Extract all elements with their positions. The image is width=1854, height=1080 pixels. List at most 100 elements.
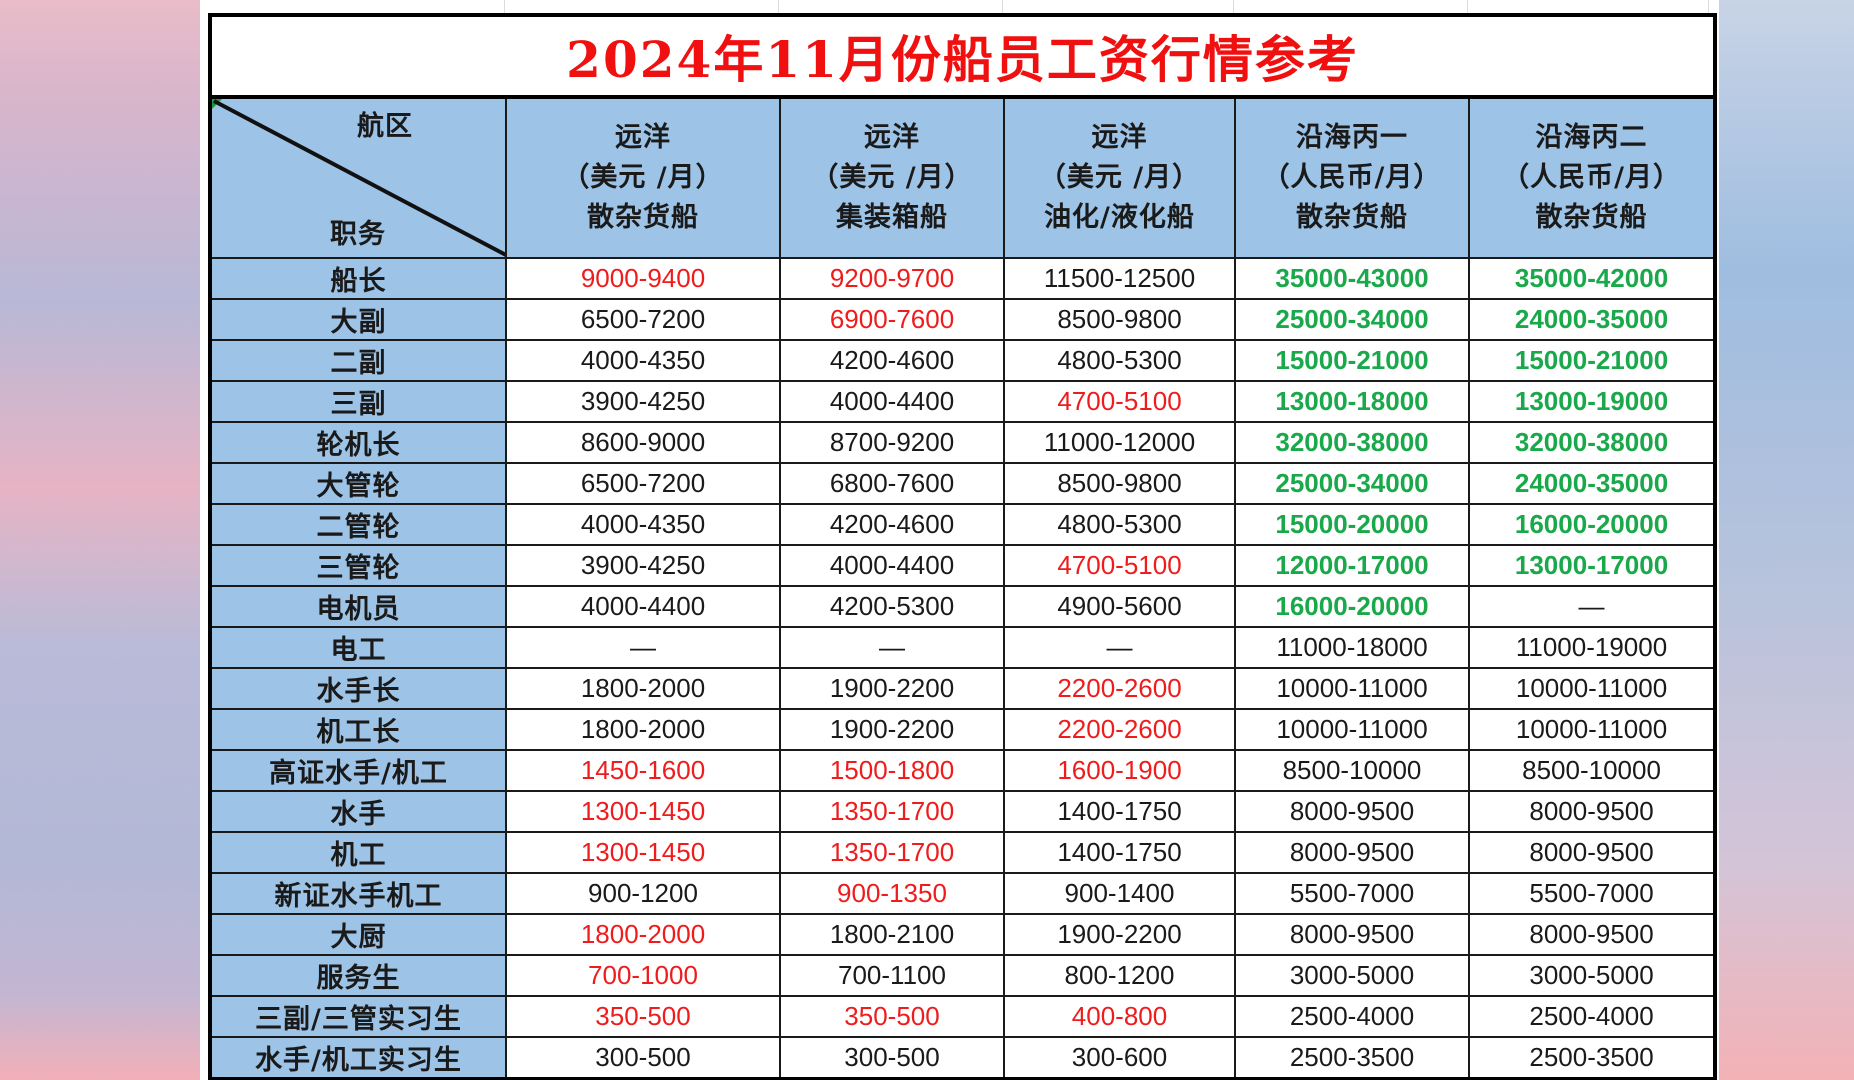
salary-cell[interactable]: 900-1400 bbox=[1003, 872, 1236, 915]
salary-cell[interactable]: 4000-4400 bbox=[505, 585, 781, 628]
salary-cell[interactable]: 8000-9500 bbox=[1234, 913, 1470, 956]
salary-cell[interactable]: 2200-2600 bbox=[1003, 708, 1236, 751]
row-position-label[interactable]: 大厨 bbox=[209, 913, 507, 956]
corner-header-cell[interactable]: 航区 职务 bbox=[209, 96, 507, 259]
row-position-label[interactable]: 二副 bbox=[209, 339, 507, 382]
salary-cell[interactable]: 13000-18000 bbox=[1234, 380, 1470, 423]
salary-cell[interactable]: 1500-1800 bbox=[779, 749, 1005, 792]
salary-cell[interactable]: — bbox=[505, 626, 781, 669]
column-header-coastal-c1[interactable]: 沿海丙一 （人民币/月） 散杂货船 bbox=[1234, 96, 1470, 259]
salary-cell[interactable]: 13000-17000 bbox=[1467, 544, 1717, 587]
salary-cell[interactable]: 3000-5000 bbox=[1234, 954, 1470, 997]
salary-cell[interactable]: 2500-3500 bbox=[1467, 1036, 1717, 1080]
salary-cell[interactable]: 13000-19000 bbox=[1467, 380, 1717, 423]
row-position-label[interactable]: 轮机长 bbox=[209, 421, 507, 464]
salary-cell[interactable]: 4200-4600 bbox=[779, 503, 1005, 546]
row-position-label[interactable]: 机工长 bbox=[209, 708, 507, 751]
salary-cell[interactable]: 10000-11000 bbox=[1467, 708, 1717, 751]
salary-cell[interactable]: 3900-4250 bbox=[505, 380, 781, 423]
salary-cell[interactable]: 11000-19000 bbox=[1467, 626, 1717, 669]
row-position-label[interactable]: 高证水手/机工 bbox=[209, 749, 507, 792]
salary-cell[interactable]: 4900-5600 bbox=[1003, 585, 1236, 628]
salary-cell[interactable]: 6500-7200 bbox=[505, 462, 781, 505]
column-header-ocean-bulk[interactable]: 远洋 （美元 /月） 散杂货船 bbox=[505, 96, 781, 259]
salary-cell[interactable]: 8600-9000 bbox=[505, 421, 781, 464]
salary-cell[interactable]: 1900-2200 bbox=[779, 667, 1005, 710]
salary-cell[interactable]: 15000-20000 bbox=[1234, 503, 1470, 546]
salary-cell[interactable]: 300-500 bbox=[505, 1036, 781, 1080]
row-position-label[interactable]: 电机员 bbox=[209, 585, 507, 628]
salary-cell[interactable]: 8500-10000 bbox=[1234, 749, 1470, 792]
salary-cell[interactable]: 2500-4000 bbox=[1234, 995, 1470, 1038]
salary-cell[interactable]: — bbox=[1003, 626, 1236, 669]
salary-cell[interactable]: 24000-35000 bbox=[1467, 462, 1717, 505]
column-header-ocean-container[interactable]: 远洋 （美元 /月） 集装箱船 bbox=[779, 96, 1005, 259]
column-header-ocean-tanker[interactable]: 远洋 （美元 /月） 油化/液化船 bbox=[1003, 96, 1236, 259]
salary-cell[interactable]: 800-1200 bbox=[1003, 954, 1236, 997]
salary-cell[interactable]: 32000-38000 bbox=[1234, 421, 1470, 464]
salary-cell[interactable]: 1900-2200 bbox=[1003, 913, 1236, 956]
salary-cell[interactable]: 300-500 bbox=[779, 1036, 1005, 1080]
salary-cell[interactable]: 4000-4400 bbox=[779, 544, 1005, 587]
salary-cell[interactable]: 1800-2100 bbox=[779, 913, 1005, 956]
table-title[interactable]: 2024年11月份船员工资行情参考 bbox=[208, 14, 1717, 99]
salary-cell[interactable]: 15000-21000 bbox=[1234, 339, 1470, 382]
salary-cell[interactable]: 1450-1600 bbox=[505, 749, 781, 792]
row-position-label[interactable]: 机工 bbox=[209, 831, 507, 874]
salary-cell[interactable]: 4700-5100 bbox=[1003, 380, 1236, 423]
salary-cell[interactable]: 11000-18000 bbox=[1234, 626, 1470, 669]
salary-cell[interactable]: 2500-3500 bbox=[1234, 1036, 1470, 1080]
salary-cell[interactable]: 3000-5000 bbox=[1467, 954, 1717, 997]
salary-cell[interactable]: 1600-1900 bbox=[1003, 749, 1236, 792]
salary-cell[interactable]: 8500-9800 bbox=[1003, 462, 1236, 505]
salary-cell[interactable]: 6800-7600 bbox=[779, 462, 1005, 505]
salary-cell[interactable]: 24000-35000 bbox=[1467, 298, 1717, 341]
salary-cell[interactable]: 300-600 bbox=[1003, 1036, 1236, 1080]
row-position-label[interactable]: 船长 bbox=[209, 257, 507, 300]
salary-cell[interactable]: 8500-9800 bbox=[1003, 298, 1236, 341]
salary-cell[interactable]: 4800-5300 bbox=[1003, 339, 1236, 382]
salary-cell[interactable]: 25000-34000 bbox=[1234, 298, 1470, 341]
salary-cell[interactable]: 10000-11000 bbox=[1234, 667, 1470, 710]
salary-cell[interactable]: 4200-4600 bbox=[779, 339, 1005, 382]
row-position-label[interactable]: 三副/三管实习生 bbox=[209, 995, 507, 1038]
salary-cell[interactable]: 1300-1450 bbox=[505, 790, 781, 833]
salary-cell[interactable]: 1400-1750 bbox=[1003, 831, 1236, 874]
salary-cell[interactable]: 35000-42000 bbox=[1467, 257, 1717, 300]
salary-cell[interactable]: 2200-2600 bbox=[1003, 667, 1236, 710]
row-position-label[interactable]: 新证水手机工 bbox=[209, 872, 507, 915]
row-position-label[interactable]: 水手长 bbox=[209, 667, 507, 710]
salary-cell[interactable]: 1350-1700 bbox=[779, 831, 1005, 874]
salary-cell[interactable]: 16000-20000 bbox=[1467, 503, 1717, 546]
salary-cell[interactable]: 700-1100 bbox=[779, 954, 1005, 997]
row-position-label[interactable]: 水手 bbox=[209, 790, 507, 833]
salary-cell[interactable]: 1800-2000 bbox=[505, 667, 781, 710]
salary-cell[interactable]: 8500-10000 bbox=[1467, 749, 1717, 792]
salary-cell[interactable]: 8700-9200 bbox=[779, 421, 1005, 464]
salary-cell[interactable]: 5500-7000 bbox=[1467, 872, 1717, 915]
salary-cell[interactable]: 10000-11000 bbox=[1467, 667, 1717, 710]
salary-cell[interactable]: 4800-5300 bbox=[1003, 503, 1236, 546]
salary-cell[interactable]: 35000-43000 bbox=[1234, 257, 1470, 300]
salary-cell[interactable]: 400-800 bbox=[1003, 995, 1236, 1038]
salary-cell[interactable]: 1350-1700 bbox=[779, 790, 1005, 833]
salary-cell[interactable]: 32000-38000 bbox=[1467, 421, 1717, 464]
salary-cell[interactable]: 12000-17000 bbox=[1234, 544, 1470, 587]
row-position-label[interactable]: 大管轮 bbox=[209, 462, 507, 505]
salary-cell[interactable]: — bbox=[779, 626, 1005, 669]
salary-cell[interactable]: 3900-4250 bbox=[505, 544, 781, 587]
row-position-label[interactable]: 三副 bbox=[209, 380, 507, 423]
row-position-label[interactable]: 电工 bbox=[209, 626, 507, 669]
salary-cell[interactable]: 350-500 bbox=[505, 995, 781, 1038]
salary-cell[interactable]: 700-1000 bbox=[505, 954, 781, 997]
salary-cell[interactable]: 15000-21000 bbox=[1467, 339, 1717, 382]
salary-cell[interactable]: 6500-7200 bbox=[505, 298, 781, 341]
salary-cell[interactable]: 4000-4350 bbox=[505, 339, 781, 382]
salary-cell[interactable]: 4700-5100 bbox=[1003, 544, 1236, 587]
salary-cell[interactable]: 1800-2000 bbox=[505, 708, 781, 751]
salary-cell[interactable]: 4200-5300 bbox=[779, 585, 1005, 628]
salary-cell[interactable]: 1300-1450 bbox=[505, 831, 781, 874]
row-position-label[interactable]: 二管轮 bbox=[209, 503, 507, 546]
salary-cell[interactable]: 16000-20000 bbox=[1234, 585, 1470, 628]
salary-cell[interactable]: 9200-9700 bbox=[779, 257, 1005, 300]
